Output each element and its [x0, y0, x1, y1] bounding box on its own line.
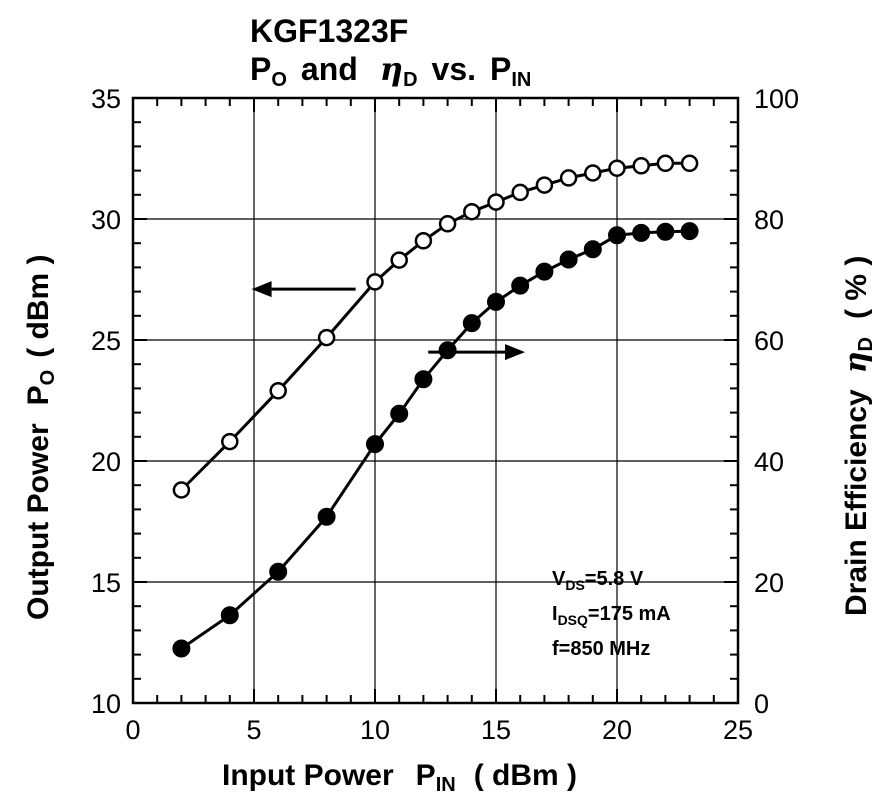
y-left-tick-label: 25 [91, 326, 121, 356]
efficiency-point [366, 435, 384, 454]
efficiency-point [511, 276, 530, 295]
note-vds: VDS=5.8 V [552, 568, 644, 593]
efficiency-point [220, 606, 239, 625]
note-vds-subscript: DS [565, 577, 584, 593]
y-right-tick-label: 100 [754, 84, 799, 114]
y-right-tick-label: 60 [754, 326, 784, 356]
title-vs: vs. [432, 51, 476, 87]
output-power-point [463, 202, 481, 221]
efficiency-point [535, 262, 554, 281]
y-axis-left-label-symbol: P [22, 385, 55, 405]
output-power-point [438, 215, 457, 233]
output-power-point [317, 328, 336, 347]
output-power-point [656, 154, 675, 173]
y-axis-left-label: Output Power PO ( dBm ) [22, 254, 59, 620]
title-po-symbol: P [250, 51, 271, 87]
efficiency-point [317, 507, 336, 526]
efficiency-point [462, 314, 481, 333]
y-axis-right-label-unit: ( % ) [840, 256, 873, 319]
y-left-tick-label: 30 [91, 205, 121, 235]
efficiency-point [438, 341, 457, 360]
direction-arrows [251, 281, 526, 361]
plot-frame [131, 96, 740, 705]
axis-tick-labels: 0 5 10 15 20 25 10 15 20 25 30 35 0 20 40 60 80 100 [91, 84, 799, 745]
output-power-point [221, 432, 239, 451]
x-axis-label-subscript: IN [436, 774, 456, 796]
efficiency-point [269, 562, 288, 581]
output-power-point [632, 157, 650, 175]
y-right-tick-label: 80 [754, 205, 784, 235]
x-axis-label-unit: ( dBm ) [474, 759, 577, 792]
conditions-note: VDS=5.8 V IDSQ=175 mA f=850 MHz [552, 568, 671, 660]
title-pin-symbol: P [490, 51, 511, 87]
title-and: and [301, 51, 358, 87]
efficiency-point [680, 222, 699, 241]
chart-title-line2: PO and ηD vs. PIN [250, 50, 531, 91]
y-axis-right-label-subscript: D [855, 337, 875, 351]
output-power-point [366, 273, 384, 291]
x-tick-label: 25 [723, 715, 753, 745]
note-idsq-symbol: I [552, 603, 558, 625]
output-power-point [680, 154, 699, 173]
output-power-point [608, 159, 626, 177]
title-pin-subscript: IN [511, 69, 531, 91]
output-power-point [269, 382, 287, 400]
title-po-subscript: O [271, 69, 287, 91]
x-axis-label-text: Input Power [222, 759, 394, 792]
output-power-point [390, 251, 408, 269]
efficiency-point [172, 639, 191, 658]
efficiency-point [656, 222, 675, 241]
note-vds-symbol: V [552, 568, 566, 590]
note-idsq-subscript: DSQ [558, 612, 588, 628]
y-left-tick-label: 35 [91, 84, 121, 114]
y-left-tick-label: 20 [91, 447, 121, 477]
y-right-tick-label: 40 [754, 447, 784, 477]
x-tick-label: 0 [125, 715, 140, 745]
chart-title-line1: KGF1323F [250, 13, 408, 49]
output-power-point [414, 232, 433, 250]
y-left-tick-label: 10 [91, 689, 121, 719]
efficiency-point [559, 250, 578, 269]
y-axis-left-label-unit: ( dBm ) [22, 254, 55, 357]
note-vds-value: =5.8 V [585, 568, 644, 590]
title-eta-symbol: η [380, 50, 403, 88]
output-power-point [584, 164, 602, 182]
note-idsq-value: =175 mA [588, 603, 671, 625]
series-line-output-power [180, 161, 690, 492]
x-axis-label-symbol: P [416, 759, 436, 792]
efficiency-point [487, 292, 505, 311]
y-axis-right-label-symbol: η [839, 351, 874, 373]
arrow-right-head [505, 344, 526, 361]
x-axis-label: Input Power PIN ( dBm ) [222, 759, 577, 796]
y-right-tick-label: 0 [754, 689, 769, 719]
note-idsq: IDSQ=175 mA [552, 603, 671, 628]
output-power-point [511, 183, 529, 202]
y-axis-left-label-subscript: O [37, 370, 59, 386]
y-axis-right-label-text: Drain Efficiency [840, 389, 873, 616]
axis-ticks [132, 97, 739, 704]
note-frequency: f=850 MHz [552, 638, 650, 660]
x-tick-label: 20 [602, 715, 632, 745]
y-right-tick-label: 20 [754, 568, 784, 598]
arrow-left-head [251, 281, 272, 298]
title-eta-subscript: D [403, 69, 417, 91]
output-power-point [487, 193, 505, 211]
output-power-point [559, 169, 578, 187]
series-markers [172, 154, 699, 658]
efficiency-point [608, 226, 626, 245]
x-tick-label: 15 [481, 715, 511, 745]
x-tick-label: 10 [360, 715, 390, 745]
y-axis-left-label-text: Output Power [22, 423, 55, 620]
y-left-tick-label: 15 [91, 568, 121, 598]
y-axis-right-label: Drain Efficiency ηD ( % ) [839, 256, 875, 616]
efficiency-point [632, 223, 651, 242]
efficiency-point [414, 370, 433, 389]
efficiency-point [583, 240, 602, 259]
efficiency-point [390, 404, 409, 423]
output-power-point [172, 481, 191, 499]
output-power-point [535, 176, 554, 194]
x-tick-label: 5 [246, 715, 261, 745]
